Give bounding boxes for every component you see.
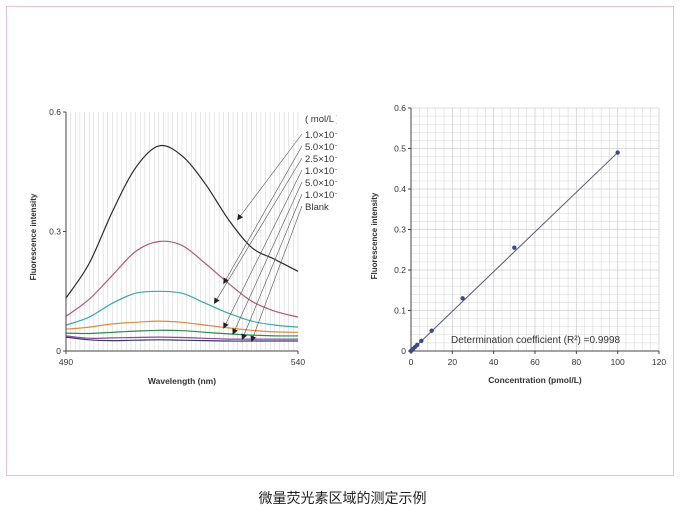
- calibration-chart: 0 0.1 0.2 0.3 0.4 0.5 0.6 0 20 40 60 80 100 120 Deter…: [370, 103, 666, 385]
- calibration-x-tick-label: 80: [572, 357, 582, 367]
- spectrum-curve: [65, 329, 299, 337]
- calibration-x-axis-label: Concentration (pmol/L): [488, 375, 582, 385]
- calibration-point: [429, 328, 434, 333]
- spectra-x-axis-label: Wavelength (nm): [148, 376, 216, 386]
- calibration-fit-line: [410, 152, 619, 352]
- spectrum-curve: [65, 320, 299, 333]
- calibration-y-tick-label: 0.1: [394, 306, 406, 316]
- legend-entry: 2.5×10⁻¹¹: [305, 154, 337, 165]
- legend-entry: 5.0×10⁻¹¹: [305, 142, 337, 153]
- legend-entry: 1.0×10⁻¹⁰: [305, 130, 337, 141]
- determination-coefficient-annotation: Determination coefficient (R²) =0.9998: [451, 335, 621, 346]
- legend-entry: 1.0×10⁻¹¹: [305, 166, 337, 177]
- legend-arrow: [232, 181, 303, 335]
- calibration-point: [415, 342, 420, 348]
- calibration-y-tick-label: 0.3: [394, 225, 406, 235]
- legend-arrow: [237, 133, 303, 221]
- figure-caption: 微量荧光素区域的测定示例: [258, 491, 427, 507]
- calibration-point: [419, 338, 424, 344]
- legend-entry: Blank: [305, 202, 329, 213]
- calibration-y-tick-label: 0.4: [394, 184, 406, 194]
- calibration-y-tick-label: 0: [401, 346, 406, 356]
- spectrum-curve: [65, 335, 298, 340]
- spectra-y-axis-label: Fluorescence intensity: [29, 193, 38, 280]
- spectra-y-tick-label: 0: [56, 346, 61, 356]
- legend-title: ( mol/L ): [305, 114, 337, 125]
- calibration-x-tick-label: 40: [489, 357, 499, 367]
- figure-frame: 0 0.3 0.6 490 540 Wavelength (nm) Fluorescen…: [6, 6, 674, 476]
- calibration-x-tick-label: 100: [611, 357, 625, 367]
- legend-entry: 1.0×10⁻¹²: [305, 190, 337, 201]
- calibration-y-tick-label: 0.6: [394, 103, 406, 113]
- calibration-y-tick-label: 0.2: [394, 265, 406, 275]
- spectra-y-tick-label: 0.6: [49, 107, 61, 117]
- calibration-y-tick-label: 0.5: [394, 144, 406, 154]
- calibration-point: [512, 245, 517, 250]
- calibration-point: [460, 296, 465, 301]
- legend-arrow: [223, 145, 303, 285]
- calibration-x-tick-label: 20: [448, 357, 458, 367]
- spectra-x-tick-label: 490: [59, 357, 73, 367]
- calibration-x-tick-label: 0: [409, 357, 414, 367]
- spectrum-curve: [65, 240, 299, 318]
- spectra-y-tick-label: 0.3: [49, 227, 61, 237]
- calibration-x-tick-label: 120: [652, 357, 666, 367]
- spectra-chart: 0 0.3 0.6 490 540 Wavelength (nm) Fluorescen…: [29, 107, 337, 386]
- legend-arrow: [223, 169, 303, 329]
- legend-arrow: [213, 157, 303, 305]
- calibration-y-axis-label: Fluorescence intensity: [370, 192, 379, 279]
- calibration-point: [615, 150, 620, 155]
- spectrum-curve: [65, 144, 299, 299]
- legend-arrow: [250, 205, 303, 342]
- spectra-x-tick-label: 540: [291, 357, 305, 367]
- calibration-x-tick-label: 60: [530, 357, 540, 367]
- spectrum-curve: [65, 336, 298, 342]
- legend-arrow: [241, 193, 303, 340]
- legend-entry: 5.0×10⁻¹²: [305, 178, 337, 189]
